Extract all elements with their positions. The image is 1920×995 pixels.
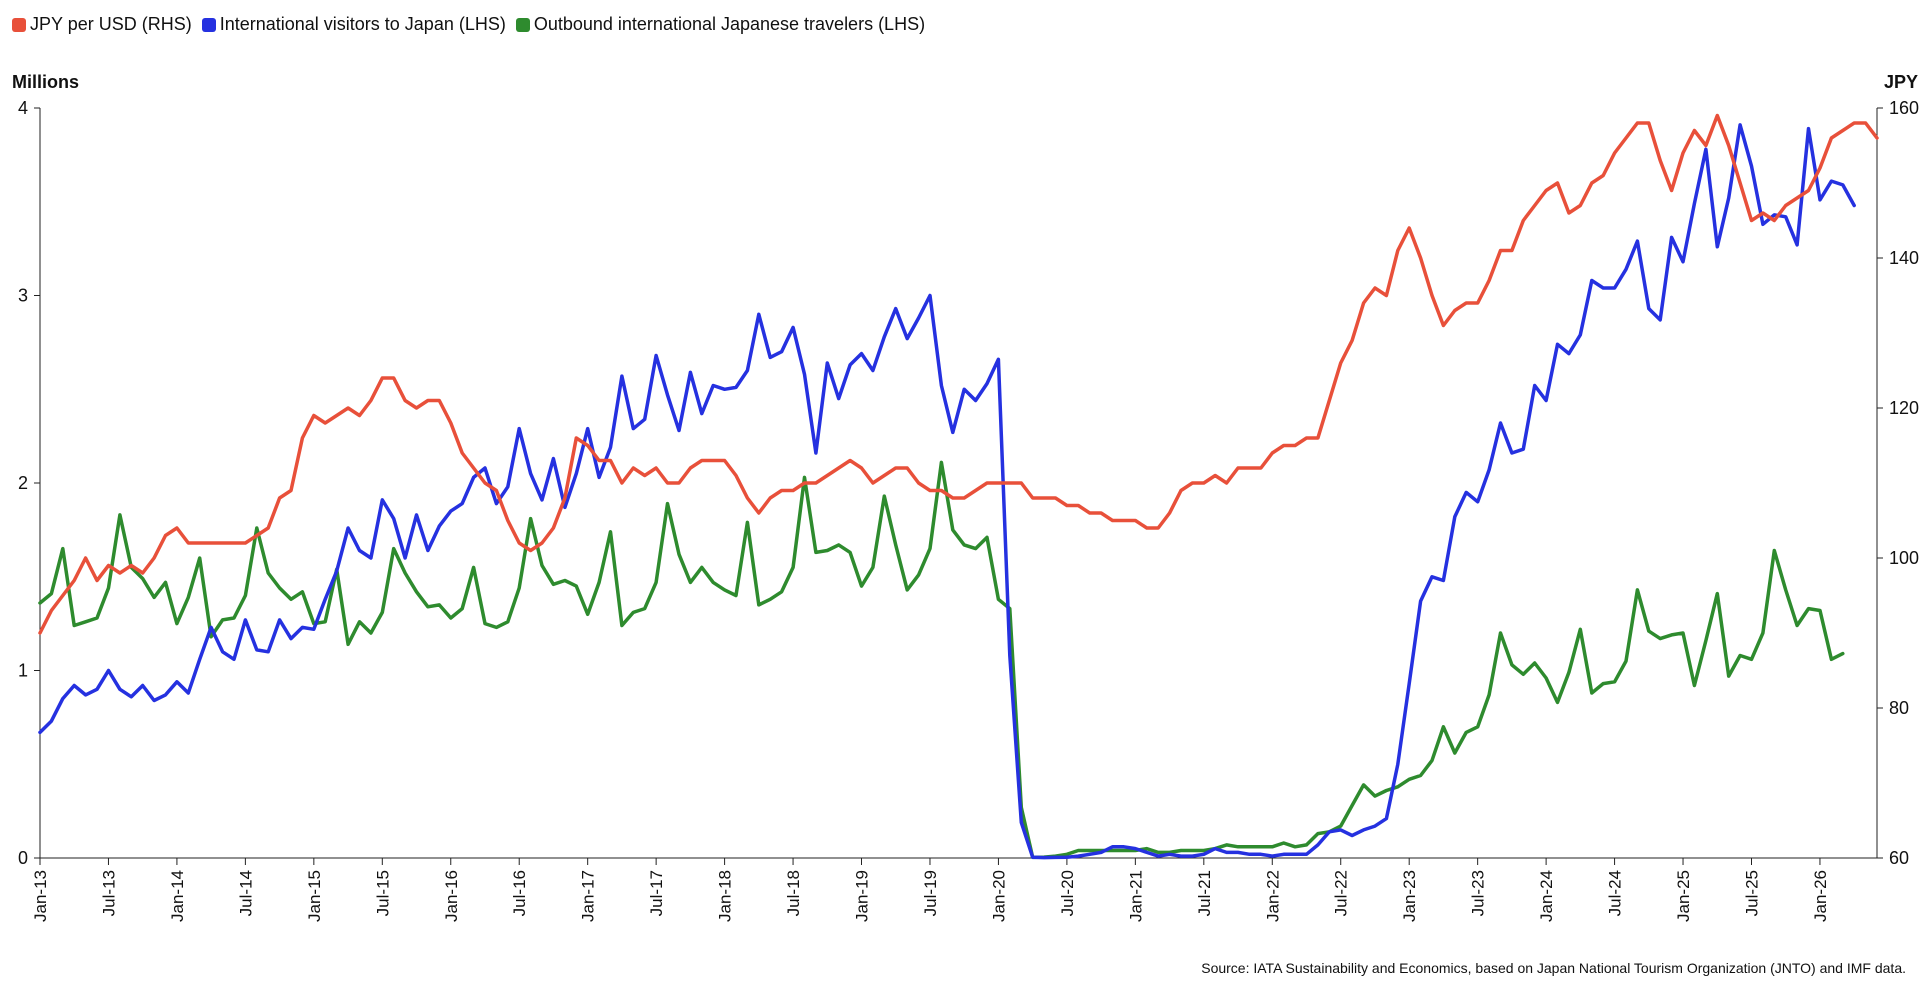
x-tick-label: Jul-13 <box>99 870 118 916</box>
left-tick-label: 2 <box>18 473 28 493</box>
x-tick-label: Jul-20 <box>1058 870 1077 916</box>
source-note: Source: IATA Sustainability and Economic… <box>1201 960 1906 976</box>
x-tick-label: Jan-14 <box>168 870 187 922</box>
x-tick-label: Jul-22 <box>1332 870 1351 916</box>
x-tick-label: Jan-15 <box>305 870 324 922</box>
x-tick-label: Jul-16 <box>510 870 529 916</box>
x-tick-label: Jul-15 <box>373 870 392 916</box>
x-tick-label: Jul-21 <box>1195 870 1214 916</box>
left-axis-unit: Millions <box>12 72 79 92</box>
right-tick-label: 100 <box>1889 548 1919 568</box>
legend-item: JPY per USD (RHS) <box>12 14 192 35</box>
right-tick-label: 160 <box>1889 98 1919 118</box>
right-axis-unit: JPY <box>1884 72 1919 92</box>
right-tick-label: 80 <box>1889 698 1909 718</box>
legend-swatch <box>12 17 26 32</box>
x-tick-label: Jan-18 <box>716 870 735 922</box>
x-tick-label: Jul-18 <box>784 870 803 916</box>
legend-item: International visitors to Japan (LHS) <box>201 14 506 35</box>
series-line-0 <box>38 113 1879 635</box>
left-tick-label: 3 <box>18 286 28 306</box>
x-tick-label: Jul-19 <box>921 870 940 916</box>
x-tick-label: Jul-24 <box>1606 870 1625 916</box>
x-tick-label: Jul-25 <box>1742 870 1761 916</box>
x-tick-label: Jan-19 <box>853 870 872 922</box>
left-tick-label: 1 <box>18 661 28 681</box>
x-tick-label: Jul-14 <box>236 870 255 916</box>
right-tick-label: 120 <box>1889 398 1919 418</box>
right-tick-label: 60 <box>1889 848 1909 868</box>
legend: JPY per USD (RHS) International visitors … <box>12 14 925 35</box>
x-tick-label: Jan-21 <box>1126 870 1145 922</box>
right-tick-label: 140 <box>1889 248 1919 268</box>
x-tick-label: Jan-13 <box>31 870 50 922</box>
series-line-1 <box>38 123 1856 860</box>
legend-label: JPY per USD (RHS) <box>30 14 192 34</box>
legend-label: International visitors to Japan (LHS) <box>219 14 506 34</box>
x-tick-label: Jan-25 <box>1674 870 1693 922</box>
x-tick-label: Jan-24 <box>1537 870 1556 922</box>
left-tick-label: 0 <box>18 848 28 868</box>
left-tick-label: 4 <box>18 98 28 118</box>
legend-label: Outbound international Japanese traveler… <box>533 14 926 34</box>
legend-swatch <box>515 17 530 32</box>
x-tick-label: Jan-17 <box>579 870 598 922</box>
x-tick-label: Jan-22 <box>1263 870 1282 922</box>
legend-swatch <box>201 17 216 32</box>
x-tick-label: Jan-16 <box>442 870 461 922</box>
x-tick-label: Jan-23 <box>1400 870 1419 922</box>
series-line-2 <box>38 460 1845 860</box>
legend-item: Outbound international Japanese traveler… <box>515 14 926 35</box>
x-tick-label: Jan-26 <box>1811 870 1830 922</box>
x-tick-label: Jan-20 <box>989 870 1008 922</box>
x-tick-label: Jul-23 <box>1469 870 1488 916</box>
x-tick-label: Jul-17 <box>647 870 666 916</box>
